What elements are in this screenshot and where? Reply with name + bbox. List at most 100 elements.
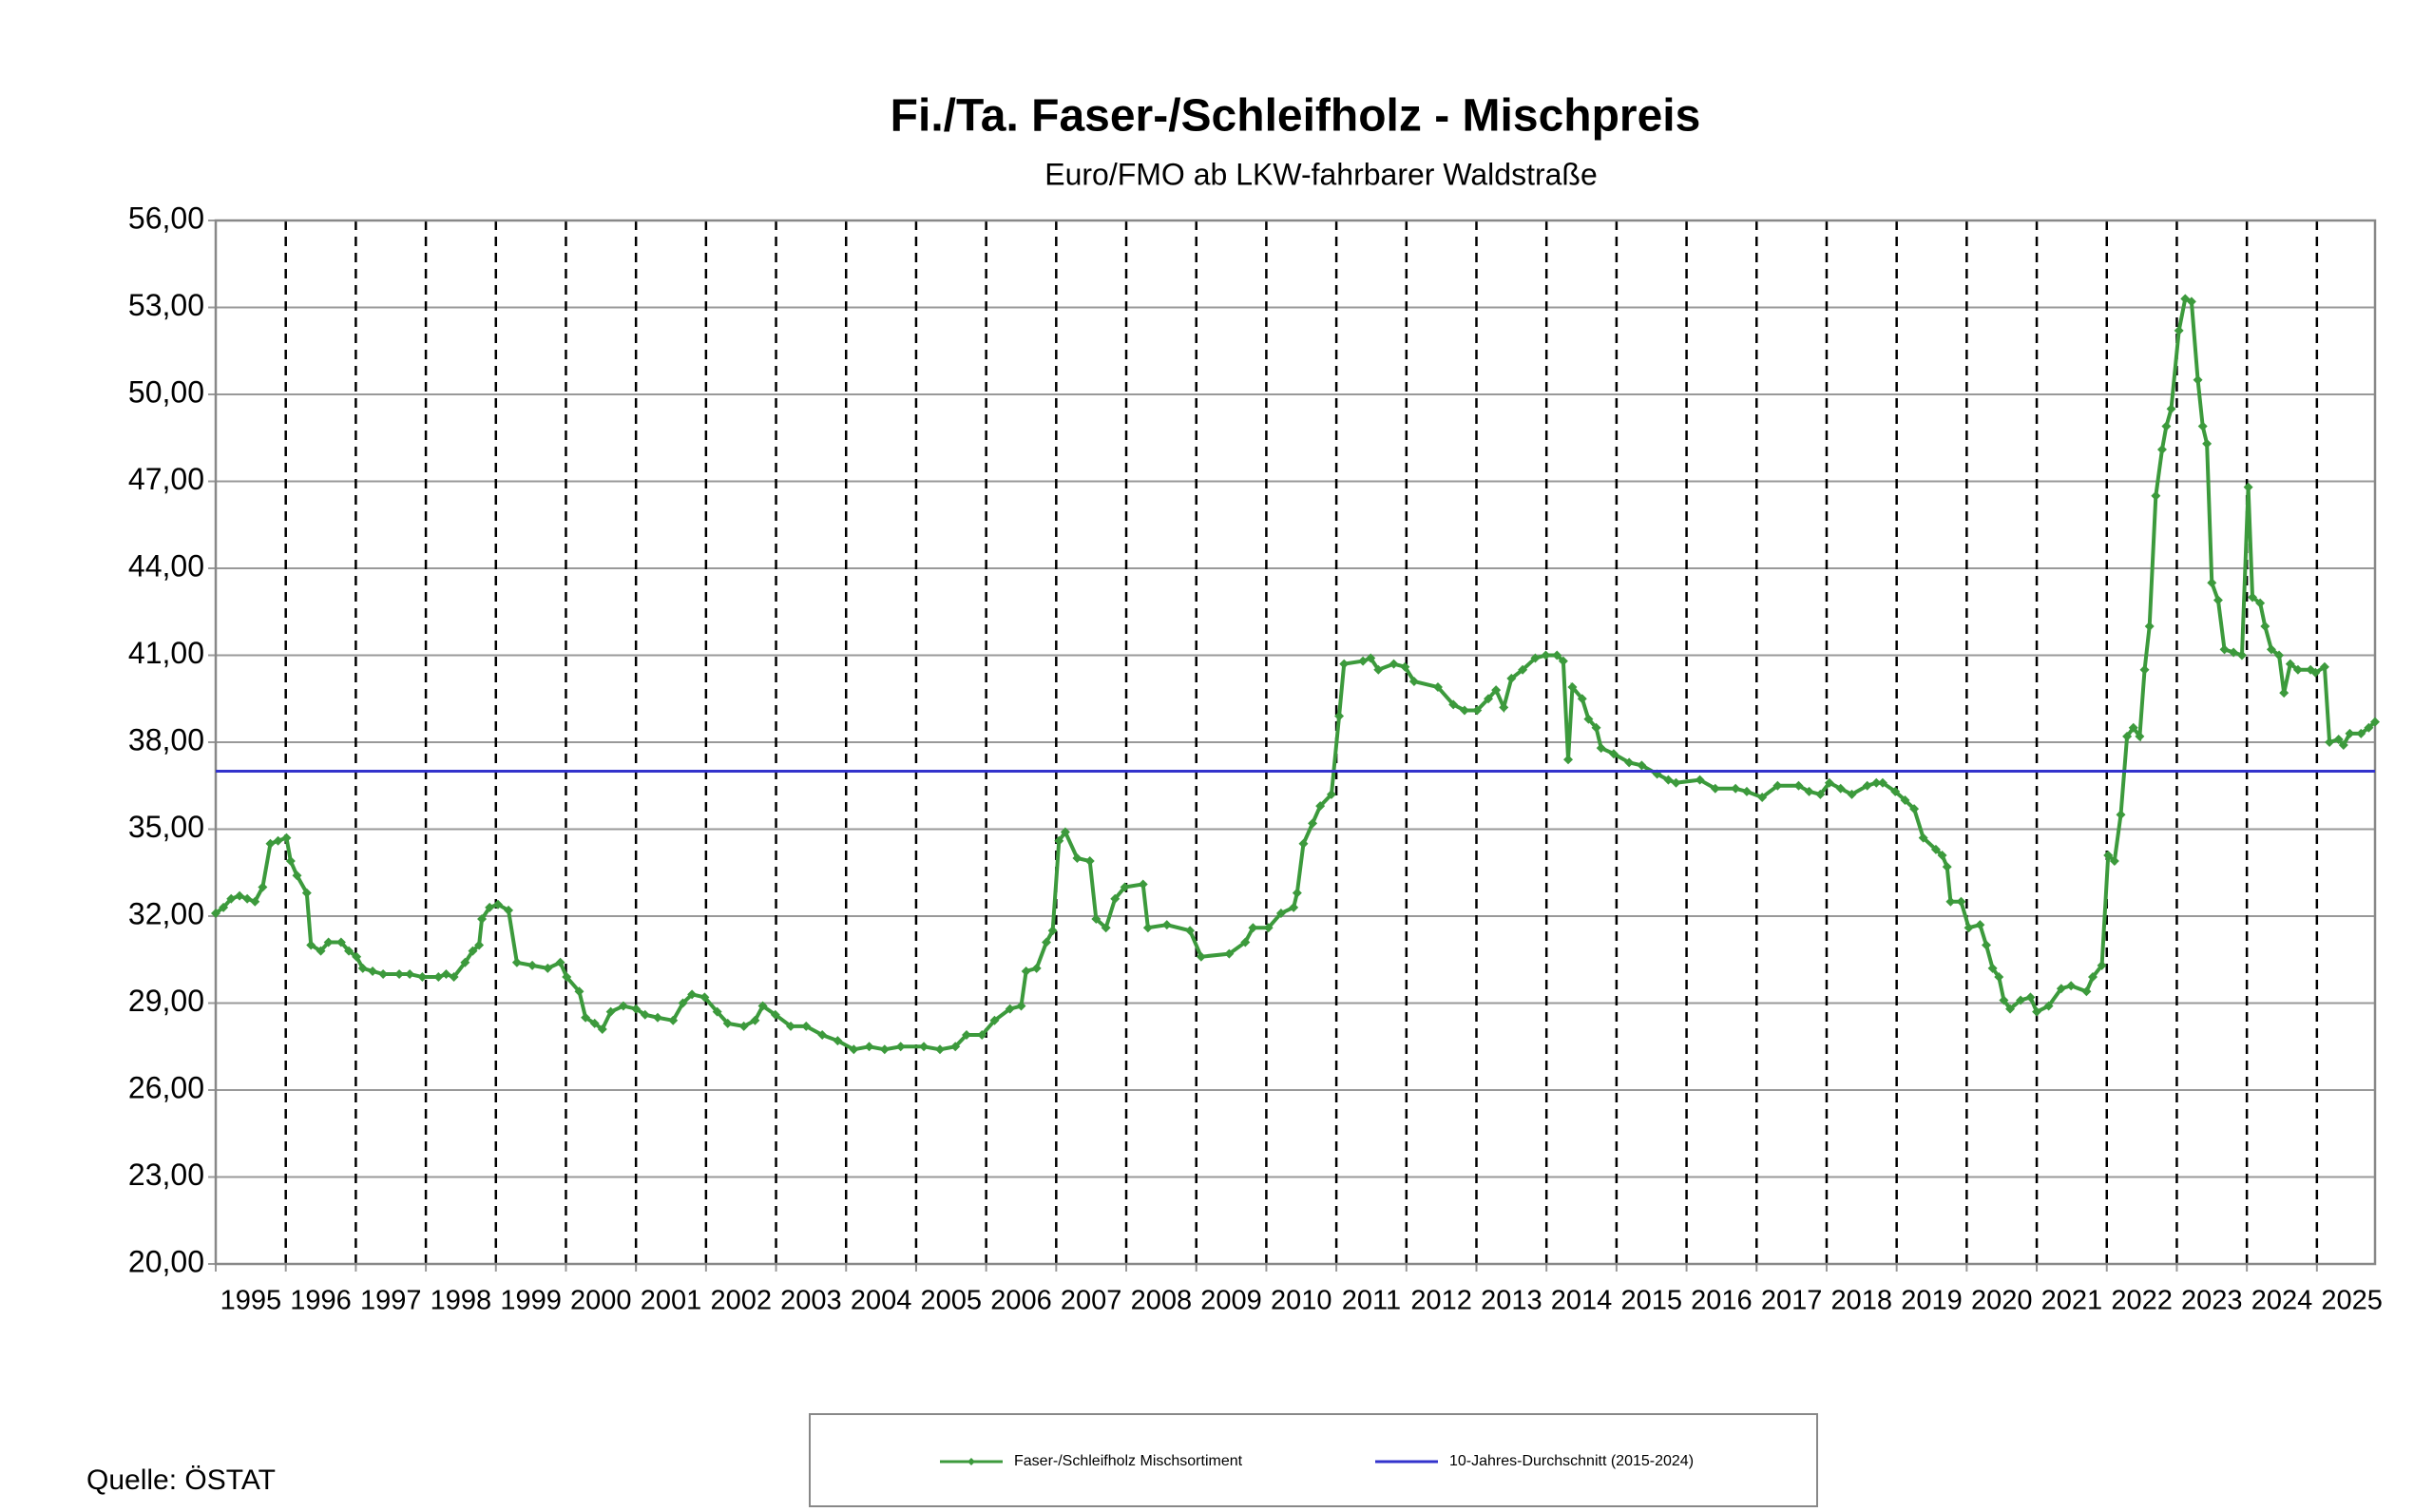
legend-marker — [967, 1458, 975, 1465]
data-point — [306, 940, 316, 950]
data-point — [258, 882, 268, 892]
data-point — [2207, 578, 2217, 588]
x-tick-label: 2012 — [1410, 1286, 1472, 1316]
data-point — [2202, 438, 2213, 449]
data-point — [2166, 404, 2176, 414]
x-tick-label: 2008 — [1131, 1286, 1193, 1316]
data-point — [1981, 940, 1991, 950]
x-tick-label: 2022 — [2111, 1286, 2173, 1316]
legend: Faser-/Schleifholz Mischsortiment 10-Jahr… — [940, 1453, 1694, 1469]
data-point — [2285, 659, 2295, 669]
data-point — [2248, 592, 2258, 603]
data-point — [1315, 801, 1326, 812]
x-tick-label: 2021 — [2041, 1286, 2103, 1316]
data-point — [2356, 728, 2366, 738]
data-point — [1298, 838, 1309, 849]
data-point — [1161, 920, 1172, 930]
data-point — [2186, 297, 2196, 307]
data-point — [1847, 789, 1857, 799]
data-point — [2260, 622, 2270, 631]
data-point — [1757, 792, 1768, 802]
data-point — [1459, 705, 1469, 716]
data-point — [2025, 992, 2036, 1003]
y-tick-label: 47,00 — [128, 462, 204, 496]
data-point — [2274, 650, 2285, 660]
data-point — [722, 1018, 733, 1028]
data-point — [2151, 490, 2161, 501]
data-point — [2279, 688, 2289, 699]
data-point — [1072, 853, 1082, 863]
data-point — [1942, 862, 1952, 872]
chart-title: Fi./Ta. Faser-/Schleifholz - Mischpreis — [891, 91, 1701, 142]
data-point — [1263, 923, 1274, 933]
plot-area — [211, 294, 2380, 1055]
data-point — [1663, 775, 1674, 785]
data-point — [817, 1030, 828, 1041]
y-tick-label: 41,00 — [128, 636, 204, 670]
x-tick-label: 1999 — [500, 1286, 562, 1316]
x-tick-label: 2010 — [1271, 1286, 1332, 1316]
data-point — [1120, 882, 1130, 892]
data-point — [1499, 702, 1509, 713]
data-point — [1138, 879, 1148, 890]
data-point — [1054, 835, 1064, 846]
x-tick-label: 1995 — [220, 1286, 282, 1316]
data-point — [1945, 896, 1956, 907]
data-point — [1091, 914, 1102, 925]
x-tick-label: 2013 — [1481, 1286, 1542, 1316]
data-point — [250, 896, 260, 907]
data-point — [2139, 664, 2150, 675]
data-point — [1530, 653, 1541, 663]
x-tick-label: 1997 — [360, 1286, 422, 1316]
data-point — [1506, 673, 1517, 683]
y-tick-label: 38,00 — [128, 722, 204, 756]
data-point — [1987, 963, 1998, 973]
y-tick-label: 23,00 — [128, 1158, 204, 1192]
data-point — [977, 1030, 987, 1041]
data-point — [1084, 856, 1095, 867]
data-point — [2319, 661, 2329, 672]
data-point — [640, 1009, 650, 1020]
data-point — [1358, 656, 1369, 666]
data-point — [712, 1006, 722, 1017]
data-point — [1472, 705, 1483, 716]
data-point — [1793, 780, 1804, 791]
data-point — [2128, 722, 2138, 733]
data-point — [1815, 789, 1826, 799]
data-point — [1772, 780, 1783, 791]
x-tick-label: 1996 — [290, 1286, 352, 1316]
data-point — [2243, 482, 2253, 492]
x-tick-label: 2014 — [1551, 1286, 1613, 1316]
x-tick-label: 2001 — [641, 1286, 702, 1316]
x-tick-label: 2015 — [1620, 1286, 1682, 1316]
data-point — [2005, 1004, 2016, 1014]
data-point — [285, 856, 296, 867]
data-point — [555, 957, 565, 967]
data-point — [1835, 783, 1846, 794]
data-point — [786, 1021, 796, 1031]
x-tick-label: 2018 — [1831, 1286, 1893, 1316]
data-point — [449, 972, 459, 983]
data-point — [1558, 656, 1568, 666]
data-point — [1142, 923, 1153, 933]
data-point — [1326, 789, 1336, 799]
data-point — [895, 1042, 906, 1052]
x-tick-label: 2002 — [710, 1286, 772, 1316]
data-point — [1389, 659, 1399, 669]
data-point — [1909, 804, 1920, 814]
data-point — [1448, 699, 1459, 710]
data-point — [2066, 981, 2077, 991]
data-point — [2325, 737, 2335, 747]
data-point — [1637, 760, 1647, 771]
data-point — [2370, 717, 2380, 727]
data-point — [2088, 972, 2098, 983]
data-point — [589, 1018, 600, 1028]
data-point — [2236, 650, 2247, 660]
data-point — [678, 998, 688, 1008]
data-point — [323, 937, 334, 947]
legend-label: 10-Jahres-Durchschnitt (2015-2024) — [1449, 1453, 1694, 1469]
x-tick-label: 2017 — [1761, 1286, 1823, 1316]
y-tick-label: 29,00 — [128, 984, 204, 1018]
y-tick-label: 44,00 — [128, 548, 204, 583]
x-tick-label: 2020 — [1971, 1286, 2033, 1316]
